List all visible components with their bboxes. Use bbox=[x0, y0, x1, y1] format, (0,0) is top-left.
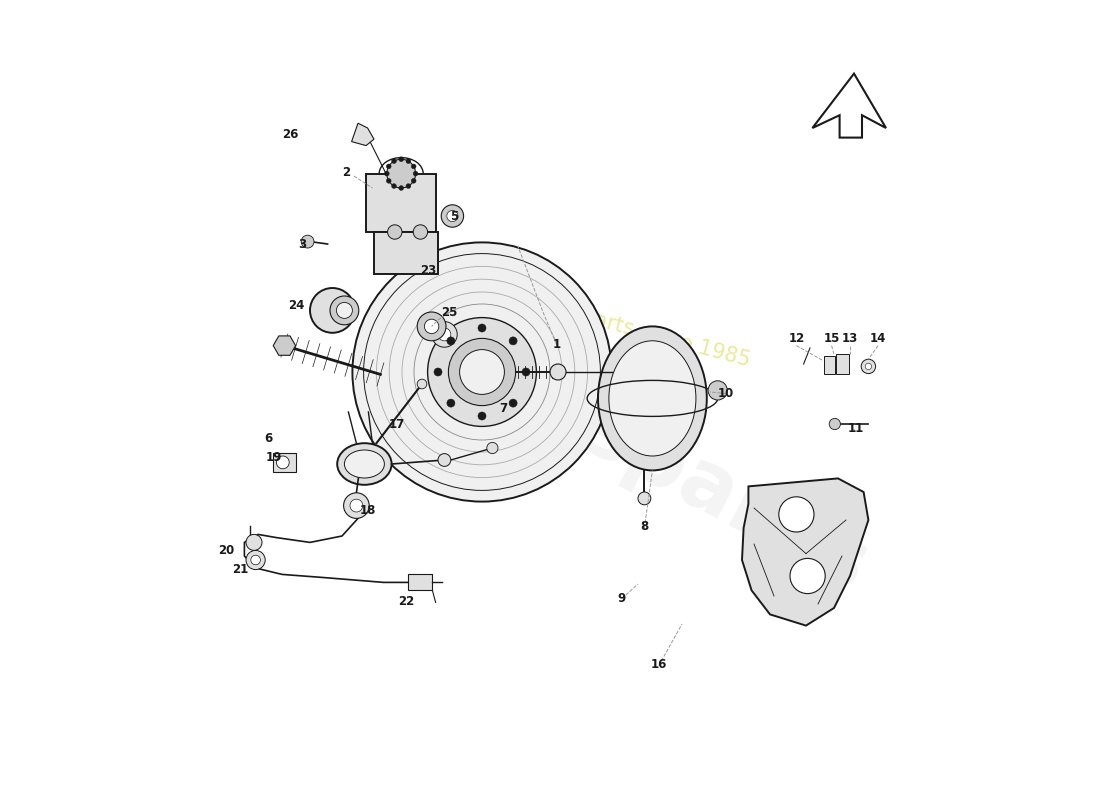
Circle shape bbox=[866, 363, 871, 370]
Text: 21: 21 bbox=[232, 563, 249, 576]
Circle shape bbox=[509, 337, 517, 345]
Circle shape bbox=[343, 493, 370, 518]
Circle shape bbox=[708, 381, 727, 400]
Polygon shape bbox=[836, 354, 849, 374]
Text: 7: 7 bbox=[499, 402, 508, 414]
Text: 8: 8 bbox=[640, 520, 649, 533]
Circle shape bbox=[638, 492, 651, 505]
Circle shape bbox=[790, 558, 825, 594]
Text: 16: 16 bbox=[650, 658, 667, 670]
Polygon shape bbox=[824, 356, 835, 374]
Circle shape bbox=[460, 350, 505, 394]
Polygon shape bbox=[813, 74, 886, 138]
Text: 18: 18 bbox=[360, 504, 376, 517]
Text: 1: 1 bbox=[552, 338, 561, 350]
Circle shape bbox=[310, 288, 355, 333]
Circle shape bbox=[434, 368, 442, 376]
Circle shape bbox=[414, 171, 418, 176]
Text: 23: 23 bbox=[420, 264, 437, 277]
Circle shape bbox=[406, 184, 410, 189]
Circle shape bbox=[487, 442, 498, 454]
Text: 9: 9 bbox=[618, 592, 626, 605]
Circle shape bbox=[386, 178, 392, 183]
Polygon shape bbox=[352, 123, 374, 146]
Text: 11: 11 bbox=[847, 422, 864, 434]
Circle shape bbox=[330, 296, 359, 325]
Circle shape bbox=[387, 225, 402, 239]
Text: 22: 22 bbox=[398, 595, 414, 608]
Circle shape bbox=[411, 178, 416, 183]
Circle shape bbox=[829, 418, 840, 430]
Circle shape bbox=[276, 456, 289, 469]
Circle shape bbox=[417, 312, 446, 341]
Circle shape bbox=[441, 205, 463, 227]
Ellipse shape bbox=[598, 326, 707, 470]
Text: 15: 15 bbox=[824, 332, 839, 345]
Ellipse shape bbox=[344, 450, 384, 478]
Circle shape bbox=[425, 319, 439, 334]
Circle shape bbox=[414, 225, 428, 239]
Polygon shape bbox=[273, 336, 296, 355]
Circle shape bbox=[337, 302, 352, 318]
Circle shape bbox=[447, 337, 455, 345]
Text: 2: 2 bbox=[342, 166, 350, 178]
Circle shape bbox=[478, 324, 486, 332]
Circle shape bbox=[350, 499, 363, 512]
Polygon shape bbox=[273, 453, 296, 472]
Text: 19: 19 bbox=[266, 451, 283, 464]
Text: 26: 26 bbox=[282, 128, 298, 141]
Circle shape bbox=[387, 159, 416, 188]
Ellipse shape bbox=[338, 443, 392, 485]
Circle shape bbox=[550, 364, 566, 380]
Text: 13: 13 bbox=[842, 332, 858, 345]
Circle shape bbox=[251, 555, 261, 565]
Circle shape bbox=[438, 454, 451, 466]
Text: 14: 14 bbox=[870, 332, 887, 345]
Circle shape bbox=[431, 322, 458, 347]
Text: 24: 24 bbox=[288, 299, 305, 312]
Circle shape bbox=[438, 328, 451, 341]
Polygon shape bbox=[374, 232, 438, 274]
Circle shape bbox=[428, 318, 537, 426]
Polygon shape bbox=[366, 174, 437, 232]
Circle shape bbox=[478, 412, 486, 420]
Text: eurospares: eurospares bbox=[378, 288, 882, 608]
Circle shape bbox=[417, 379, 427, 389]
Circle shape bbox=[386, 164, 392, 169]
Text: 17: 17 bbox=[388, 418, 405, 430]
Circle shape bbox=[447, 210, 458, 222]
Circle shape bbox=[861, 359, 876, 374]
Circle shape bbox=[399, 186, 404, 190]
Text: 12: 12 bbox=[789, 332, 804, 345]
Ellipse shape bbox=[609, 341, 696, 456]
Circle shape bbox=[406, 158, 410, 163]
Circle shape bbox=[447, 399, 455, 407]
Text: 20: 20 bbox=[218, 544, 234, 557]
Circle shape bbox=[384, 171, 389, 176]
Circle shape bbox=[449, 338, 516, 406]
Text: 25: 25 bbox=[441, 306, 458, 318]
Circle shape bbox=[301, 235, 314, 248]
Polygon shape bbox=[408, 574, 432, 590]
Text: 3: 3 bbox=[298, 238, 306, 250]
Text: a passion for parts since 1985: a passion for parts since 1985 bbox=[443, 270, 752, 370]
Circle shape bbox=[779, 497, 814, 532]
Text: 6: 6 bbox=[264, 432, 273, 445]
Circle shape bbox=[509, 399, 517, 407]
Circle shape bbox=[399, 157, 404, 162]
Circle shape bbox=[522, 368, 530, 376]
Circle shape bbox=[411, 164, 416, 169]
Text: 10: 10 bbox=[718, 387, 734, 400]
Circle shape bbox=[246, 534, 262, 550]
Text: 5: 5 bbox=[450, 210, 458, 222]
Circle shape bbox=[352, 242, 612, 502]
Polygon shape bbox=[742, 478, 868, 626]
Circle shape bbox=[392, 158, 396, 163]
Circle shape bbox=[392, 184, 396, 189]
Circle shape bbox=[246, 550, 265, 570]
